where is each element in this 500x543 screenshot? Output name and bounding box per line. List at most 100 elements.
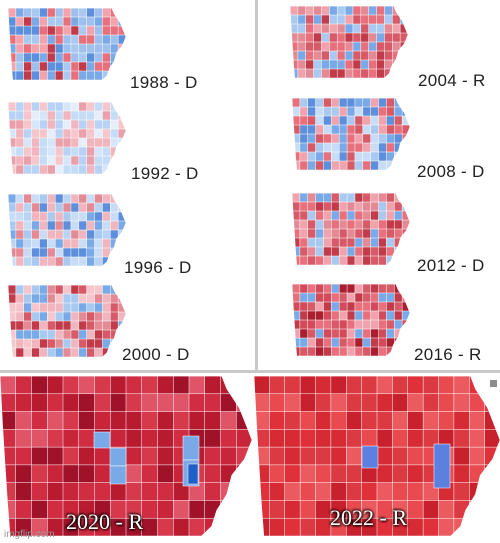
county-cell-dem	[109, 447, 127, 467]
county-cell	[290, 32, 299, 43]
county-cell	[94, 446, 111, 466]
map-label-1992: 1992 - D	[131, 164, 199, 183]
county-cell	[330, 376, 347, 395]
county-cell	[78, 8, 88, 18]
county-cell	[307, 133, 317, 144]
county-cell	[307, 115, 317, 126]
map-label-1988: 1988 - D	[130, 73, 198, 92]
county-cell	[86, 155, 96, 166]
county-cell	[62, 119, 72, 130]
county-cell	[110, 411, 127, 430]
county-cell	[47, 256, 56, 266]
county-cell	[47, 8, 56, 18]
county-cell	[15, 34, 25, 45]
county-cell	[384, 32, 393, 43]
county-cell	[47, 25, 56, 36]
county-cell	[47, 411, 64, 430]
county-cell	[102, 52, 111, 63]
county-cell	[220, 446, 237, 466]
county-cell	[78, 464, 96, 484]
county-cell	[31, 247, 41, 258]
county-cell	[321, 50, 330, 61]
county-cell	[78, 376, 96, 395]
county-cell	[484, 482, 500, 501]
county-cell	[344, 23, 354, 34]
county-cell	[305, 23, 315, 34]
county-cell	[47, 43, 56, 54]
state-outline	[8, 285, 126, 357]
county-cell	[315, 210, 325, 221]
county-cell	[307, 346, 317, 356]
county-cell	[394, 246, 403, 257]
county-cell	[315, 429, 332, 448]
county-cell	[94, 52, 103, 63]
county-cell	[70, 202, 80, 213]
county-cell	[346, 98, 356, 108]
county-cell	[86, 8, 96, 18]
county-cell	[330, 411, 347, 430]
county-cell	[315, 284, 325, 294]
county-cell	[78, 285, 88, 295]
county-cell	[284, 393, 301, 413]
county-cell	[15, 43, 25, 54]
county-cell	[204, 376, 222, 395]
county-cell	[110, 70, 119, 80]
county-cell	[15, 482, 33, 501]
county-cell	[15, 229, 25, 240]
county-cell	[378, 210, 387, 221]
county-cell	[47, 70, 56, 80]
county-cell	[54, 211, 64, 222]
county-cell	[15, 320, 25, 331]
county-cell	[8, 34, 17, 45]
county-cell	[329, 41, 338, 52]
county-cell	[315, 201, 325, 212]
county-cell	[269, 393, 286, 413]
county-cell	[31, 285, 41, 295]
county-cell	[422, 411, 440, 430]
county-cell	[392, 411, 409, 430]
county-cell	[484, 393, 500, 413]
county-cell	[384, 6, 393, 16]
county-cell	[70, 128, 80, 139]
county-cell	[23, 52, 33, 63]
county-cell	[469, 464, 486, 484]
county-cell	[23, 329, 33, 340]
county-cell	[70, 34, 80, 45]
county-cell	[70, 70, 80, 80]
county-cell	[31, 429, 48, 448]
county-cell	[376, 429, 393, 448]
county-cell	[329, 14, 338, 25]
county-cell	[86, 293, 96, 304]
county-cell	[23, 128, 33, 139]
county-cell	[78, 393, 96, 413]
county-cell	[8, 320, 17, 331]
county-cell	[384, 14, 393, 25]
county-cell	[323, 310, 332, 321]
county-cell	[284, 411, 301, 430]
county-cell	[23, 146, 33, 157]
county-cell	[386, 142, 395, 153]
county-cell	[346, 219, 356, 230]
county-cell	[54, 110, 64, 121]
county-cell	[299, 142, 309, 153]
county-cell	[354, 151, 364, 162]
county-cell	[173, 517, 190, 536]
county-cell	[484, 500, 500, 519]
county-cell	[336, 32, 346, 43]
county-cell	[346, 411, 363, 430]
county-cell	[370, 160, 380, 170]
county-cell	[117, 61, 126, 72]
county-cell	[331, 151, 340, 162]
county-cell	[323, 301, 332, 312]
county-cell	[94, 482, 111, 501]
county-cell	[331, 319, 340, 330]
county-cell	[370, 292, 380, 303]
county-cell	[399, 50, 408, 61]
county-cell	[362, 255, 372, 265]
county-cell	[284, 446, 301, 466]
county-cell	[47, 482, 64, 501]
county-cell	[254, 446, 270, 466]
county-cell	[354, 284, 364, 294]
county-cell	[307, 237, 317, 248]
county-cell	[338, 124, 348, 135]
